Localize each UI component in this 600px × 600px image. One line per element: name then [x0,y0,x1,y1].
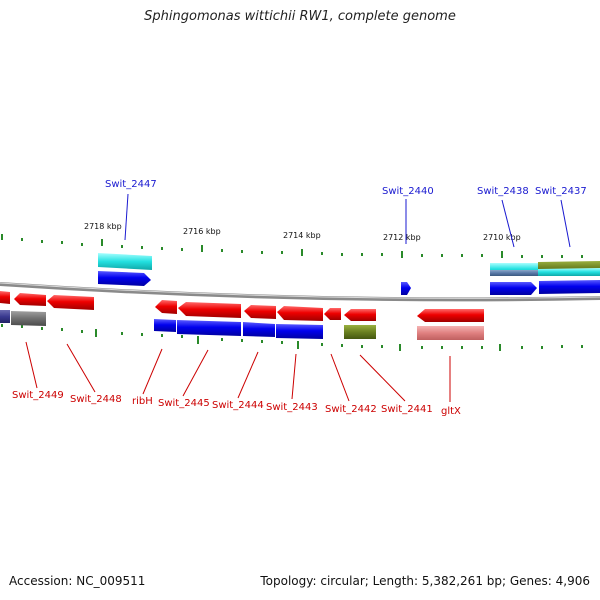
gene-label-swit-2445[interactable]: Swit_2445 [158,398,210,409]
accession-text: Accession: NC_009511 [9,574,146,588]
gene-arrow[interactable] [417,326,484,340]
gene-label-swit-2444[interactable]: Swit_2444 [212,400,264,411]
gene-arrow[interactable] [243,322,275,337]
gene-label-swit-2449[interactable]: Swit_2449 [12,390,64,401]
scale-label: 2712 kbp [383,233,421,242]
gene-arrow[interactable] [178,302,241,318]
genome-backbone [0,282,600,302]
map-title: Sphingomonas wittichii RW1, complete gen… [144,9,456,24]
gene-arrow[interactable] [98,253,152,270]
gene-arrow[interactable] [490,282,537,295]
gene-arrow[interactable] [154,319,176,332]
gene-arrow[interactable] [14,293,46,306]
gene-arrow[interactable] [0,291,10,304]
gene-arrow[interactable] [401,282,411,295]
gene-arrow[interactable] [244,305,276,319]
scale-label: 2714 kbp [283,231,321,240]
gene-arrow[interactable] [417,309,484,322]
gene-arrow[interactable] [11,311,46,326]
genome-summary-text: Topology: circular; Length: 5,382,261 bp… [260,574,590,588]
gene-arrow[interactable] [177,320,241,336]
gene-label-gltX[interactable]: gltX [441,406,461,417]
gene-label-swit-2443[interactable]: Swit_2443 [266,402,318,413]
gene-arrow[interactable] [155,300,177,314]
gene-arrow[interactable] [490,270,538,276]
gene-arrow[interactable] [324,308,341,320]
scale-label: 2716 kbp [183,227,221,236]
gene-label-swit-2438[interactable]: Swit_2438 [477,186,529,197]
scale-label: 2710 kbp [483,233,521,242]
gene-label-swit-2440[interactable]: Swit_2440 [382,186,434,197]
gene-arrow[interactable] [539,280,600,294]
gene-arrow[interactable] [344,309,376,321]
gene-label-swit-2442[interactable]: Swit_2442 [325,404,377,415]
gene-label-swit-2448[interactable]: Swit_2448 [70,394,122,405]
gene-label-swit-2437[interactable]: Swit_2437 [535,186,587,197]
gene-arrow[interactable] [98,271,151,286]
gene-label-ribH[interactable]: ribH [132,396,153,407]
gene-arrow[interactable] [47,295,94,310]
label-leader-lines [25,193,571,402]
upper-tick-row [1,234,583,258]
gene-label-swit-2441[interactable]: Swit_2441 [381,404,433,415]
gene-arrow[interactable] [276,324,323,339]
gene-arrow[interactable] [277,306,323,321]
gene-arrow[interactable] [344,325,376,339]
lower-gene-features [0,291,484,340]
lower-tick-row [1,324,583,351]
gene-label-swit-2447[interactable]: Swit_2447 [105,179,157,190]
gene-arrow[interactable] [0,310,10,323]
upper-gene-features [98,253,600,295]
gene-arrow[interactable] [538,268,600,276]
scale-label: 2718 kbp [84,222,122,231]
